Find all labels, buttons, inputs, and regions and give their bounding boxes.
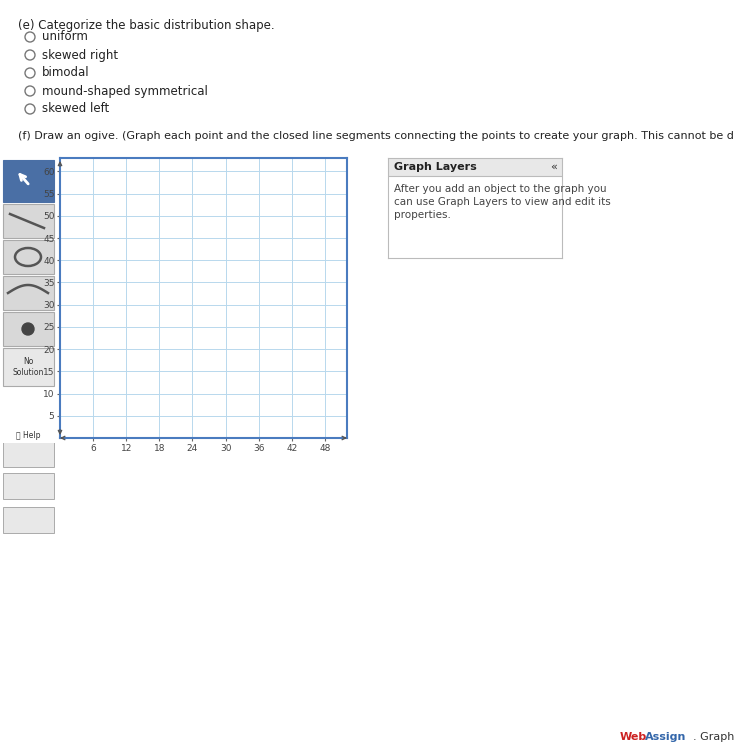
Bar [3, 473, 54, 499]
Bar [3, 348, 54, 386]
Text: . Graphing Tool: . Graphing Tool [693, 732, 734, 742]
Text: Assign: Assign [645, 732, 686, 742]
Text: mound-shaped symmetrical: mound-shaped symmetrical [42, 84, 208, 98]
Bar [3, 507, 54, 533]
Bar [3, 204, 54, 238]
Bar [3, 160, 54, 202]
Text: 🔍 Help: 🔍 Help [15, 432, 40, 441]
Text: «: « [550, 162, 557, 172]
Bar [3, 441, 54, 467]
Text: skewed right: skewed right [42, 48, 118, 62]
Text: (f) Draw an ogive. (Graph each point and the closed line segments connecting the: (f) Draw an ogive. (Graph each point and… [18, 131, 734, 141]
Text: bimodal: bimodal [42, 66, 90, 80]
Bar [388, 158, 562, 176]
Text: After you add an object to the graph you
can use Graph Layers to view and edit i: After you add an object to the graph you… [394, 184, 611, 220]
Text: No
Solution: No Solution [12, 357, 44, 377]
Bar [3, 312, 54, 346]
Bar [3, 276, 54, 310]
Circle shape [22, 323, 34, 335]
Text: Web: Web [620, 732, 647, 742]
Bar [3, 240, 54, 274]
Text: Graph Layers: Graph Layers [394, 162, 477, 172]
Text: uniform: uniform [42, 31, 88, 44]
Text: skewed left: skewed left [42, 102, 109, 116]
Text: (e) Categorize the basic distribution shape.: (e) Categorize the basic distribution sh… [18, 19, 275, 32]
